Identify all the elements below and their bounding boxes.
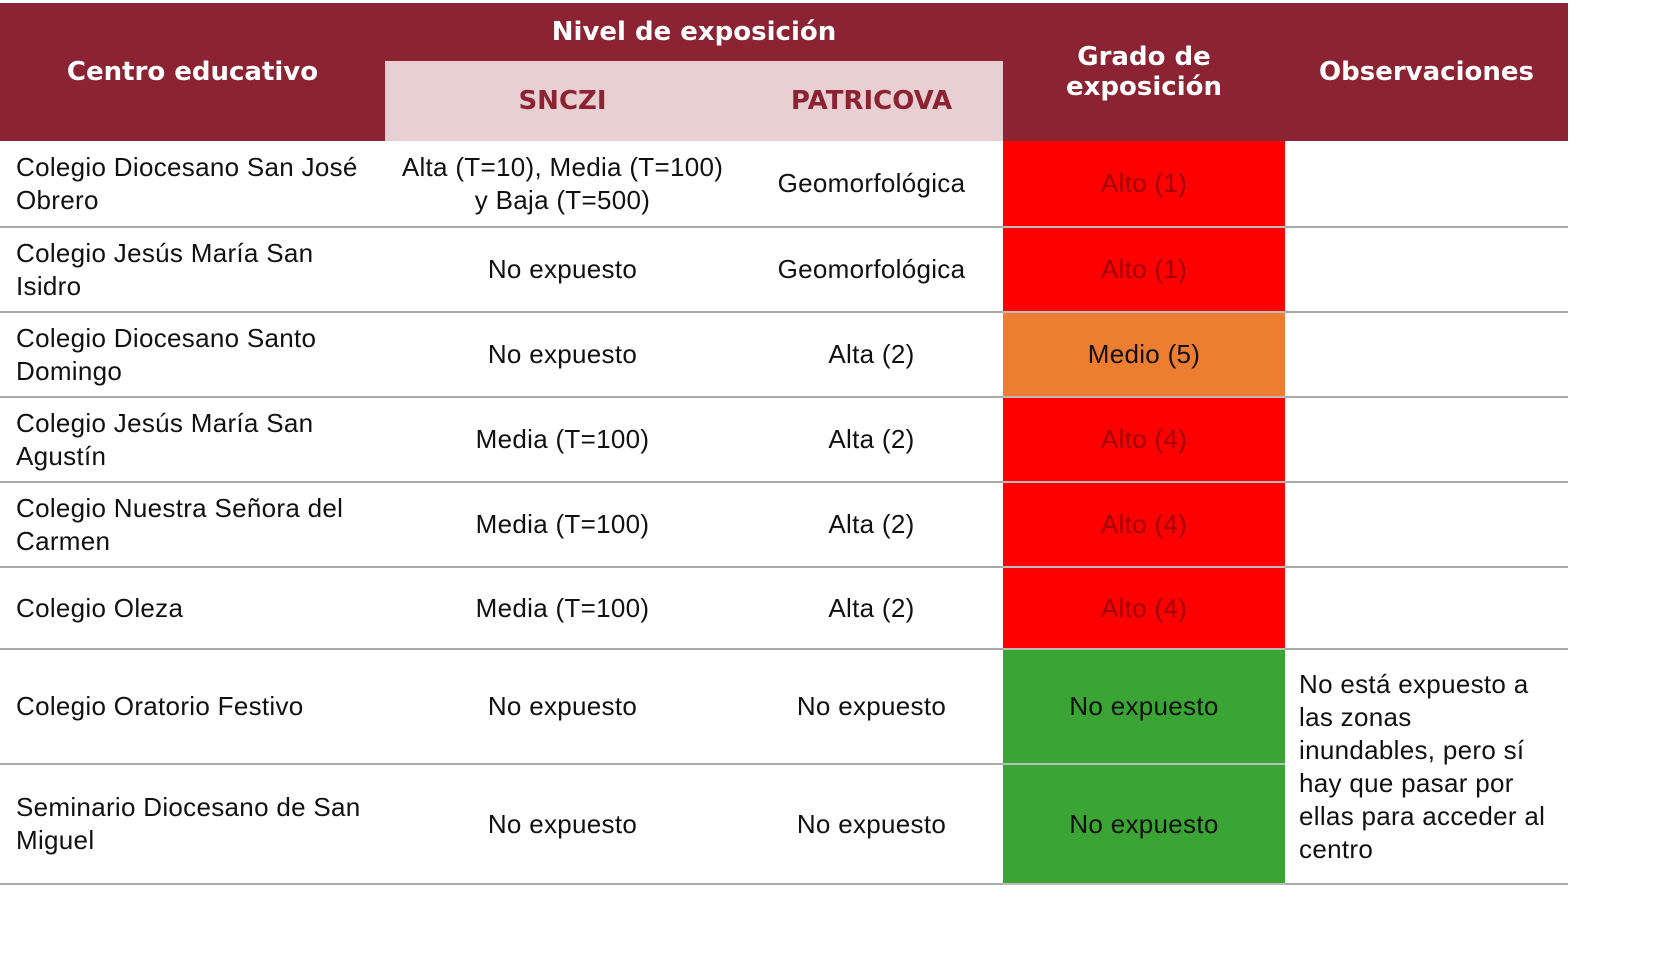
grade: Alto (1)	[1003, 227, 1286, 313]
snczi-level: Media (T=100)	[385, 397, 740, 483]
center-name: Colegio Oleza	[0, 567, 385, 650]
grade: Alto (4)	[1003, 482, 1286, 568]
center-name: Colegio Jesús María San Isidro	[0, 227, 385, 313]
patricova-level: Geomorfológica	[740, 227, 1004, 313]
center-name: Colegio Diocesano Santo Domingo	[0, 312, 385, 398]
snczi-level: No expuesto	[385, 227, 740, 313]
patricova-level: Alta (2)	[740, 397, 1004, 483]
snczi-level: No expuesto	[385, 764, 740, 885]
grade: Alto (4)	[1003, 567, 1286, 650]
exposure-table: Centro educativo Nivel de exposición Gra…	[0, 3, 1569, 885]
table-row: Colegio Oratorio Festivo No expuesto No ex…	[0, 649, 1569, 885]
table-row: Seminario Diocesano de San Miguel No expu…	[0, 764, 1568, 885]
snczi-level: Media (T=100)	[385, 567, 740, 650]
table-row: Colegio Diocesano Santo Domingo No expues…	[0, 312, 1569, 398]
observation-empty	[1285, 312, 1569, 398]
observation-empty	[1285, 567, 1569, 650]
patricova-level: Alta (2)	[740, 482, 1004, 568]
center-name: Colegio Oratorio Festivo	[0, 649, 385, 765]
snczi-level: Media (T=100)	[385, 482, 740, 568]
header-center: Centro educativo	[0, 3, 385, 141]
grade: Medio (5)	[1003, 312, 1286, 398]
grade: Alto (1)	[1003, 141, 1286, 228]
patricova-level: No expuesto	[740, 649, 1004, 765]
table-row: Colegio Jesús María San Agustín Media (T=…	[0, 397, 1569, 483]
table-row: Colegio Oleza Media (T=100) Alta (2) Alto (…	[0, 567, 1569, 650]
header-level: Nivel de exposición	[385, 3, 1004, 61]
observation-empty	[1285, 227, 1569, 313]
table-row: Colegio Diocesano San José Obrero Alta (T…	[0, 141, 1569, 228]
header-grade: Grado de exposición	[1003, 3, 1286, 141]
patricova-level: Alta (2)	[740, 312, 1004, 398]
grade: Alto (4)	[1003, 397, 1286, 483]
header-notes: Observaciones	[1285, 3, 1569, 141]
observation-empty	[1285, 141, 1569, 228]
snczi-level: Alta (T=10), Media (T=100) y Baja (T=500…	[385, 141, 740, 228]
observation-empty	[1285, 397, 1569, 483]
grade: No expuesto	[1003, 764, 1286, 885]
patricova-level: Alta (2)	[740, 567, 1004, 650]
table-row: Colegio Nuestra Señora del Carmen Media (…	[0, 482, 1569, 568]
snczi-level: No expuesto	[385, 649, 740, 765]
header-patricova: PATRICOVA	[740, 61, 1004, 141]
header-snczi: SNCZI	[385, 61, 740, 141]
grade: No expuesto	[1003, 649, 1286, 765]
observation-empty	[1285, 482, 1569, 568]
table-row: Colegio Jesús María San Isidro No expuest…	[0, 227, 1569, 313]
patricova-level: Geomorfológica	[740, 141, 1004, 228]
center-name: Colegio Jesús María San Agustín	[0, 397, 385, 483]
snczi-level: No expuesto	[385, 312, 740, 398]
center-name: Colegio Nuestra Señora del Carmen	[0, 482, 385, 568]
center-name: Seminario Diocesano de San Miguel	[0, 764, 385, 885]
center-name: Colegio Diocesano San José Obrero	[0, 141, 385, 228]
table-body: Colegio Diocesano San José Obrero Alta (T…	[0, 141, 1569, 885]
observation: No está expuesto a las zonas inundables,…	[1285, 649, 1569, 885]
patricova-level: No expuesto	[740, 764, 1004, 885]
